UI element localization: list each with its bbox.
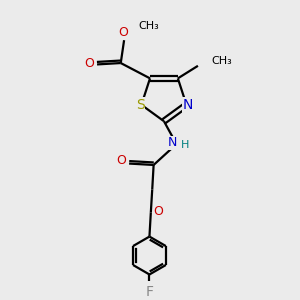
Text: O: O <box>116 154 126 167</box>
Text: CH₃: CH₃ <box>211 56 232 66</box>
Text: F: F <box>146 285 153 299</box>
Text: CH₃: CH₃ <box>139 21 159 31</box>
Text: O: O <box>154 205 164 218</box>
Text: O: O <box>118 26 128 39</box>
Text: N: N <box>168 136 177 149</box>
Text: H: H <box>181 140 190 151</box>
Text: O: O <box>84 56 94 70</box>
Text: N: N <box>183 98 193 112</box>
Text: S: S <box>136 98 144 112</box>
